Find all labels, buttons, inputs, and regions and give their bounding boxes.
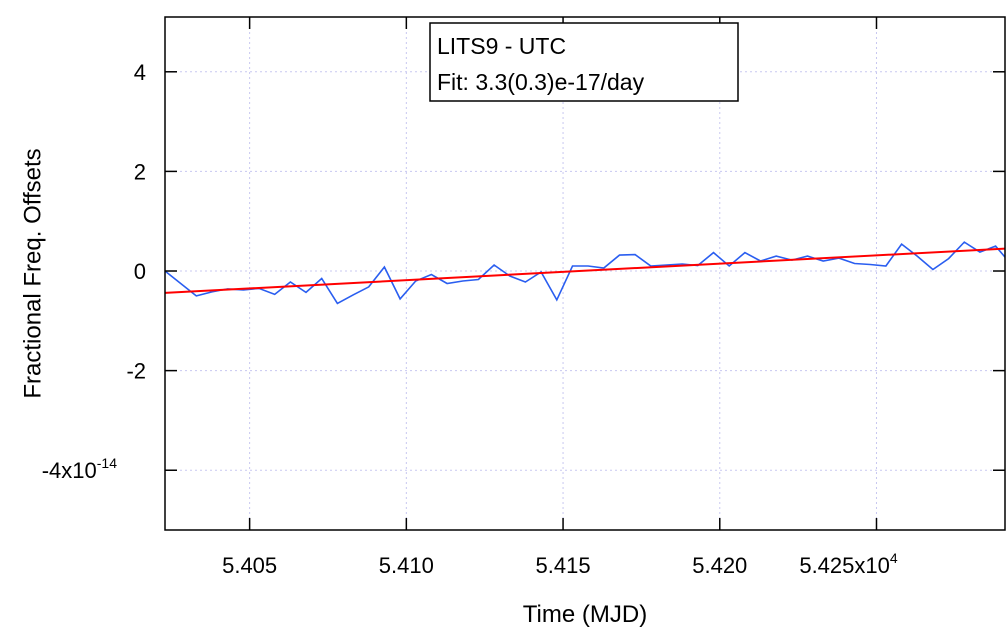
data-series-line xyxy=(164,241,1006,305)
y-tick-label: 4 xyxy=(134,60,146,85)
series-layer xyxy=(164,241,1006,305)
y-tick-labels: 4 2 0 -2 -4x10-14 xyxy=(42,60,146,483)
fit-line xyxy=(164,247,1006,294)
y-tick-label-base: -4x10 xyxy=(42,458,97,483)
x-tick-labels: 5.405 5.410 5.415 5.420 5.425x104 xyxy=(222,550,898,578)
y-tick-label: -4x10-14 xyxy=(42,455,117,483)
grid-lines xyxy=(165,17,1005,530)
x-tick-label: 5.415 xyxy=(536,553,591,578)
x-tick-label: 5.410 xyxy=(379,553,434,578)
x-axis-title: Time (MJD) xyxy=(523,601,647,628)
x-tick-exponent: 4 xyxy=(890,550,898,566)
x-tick-label: 5.425x104 xyxy=(799,550,898,578)
legend-frame xyxy=(429,22,739,102)
y-tick-label: 0 xyxy=(134,259,146,284)
y-axis-title: Fractional Freq. Offsets xyxy=(19,148,46,398)
legend-line-1: LITS9 - UTC xyxy=(437,33,566,59)
y-tick-label: 2 xyxy=(134,159,146,184)
y-tick-label: -2 xyxy=(126,359,146,384)
y-tick-exponent: -14 xyxy=(97,455,117,471)
x-tick-label: 5.405 xyxy=(222,553,277,578)
tick-marks xyxy=(165,17,1005,530)
legend-box: LITS9 - UTC Fit: 3.3(0.3)e-17/day xyxy=(429,22,739,102)
x-tick-label: 5.420 xyxy=(692,553,747,578)
legend-line-2: Fit: 3.3(0.3)e-17/day xyxy=(437,69,645,95)
plot-frame xyxy=(164,16,1006,531)
